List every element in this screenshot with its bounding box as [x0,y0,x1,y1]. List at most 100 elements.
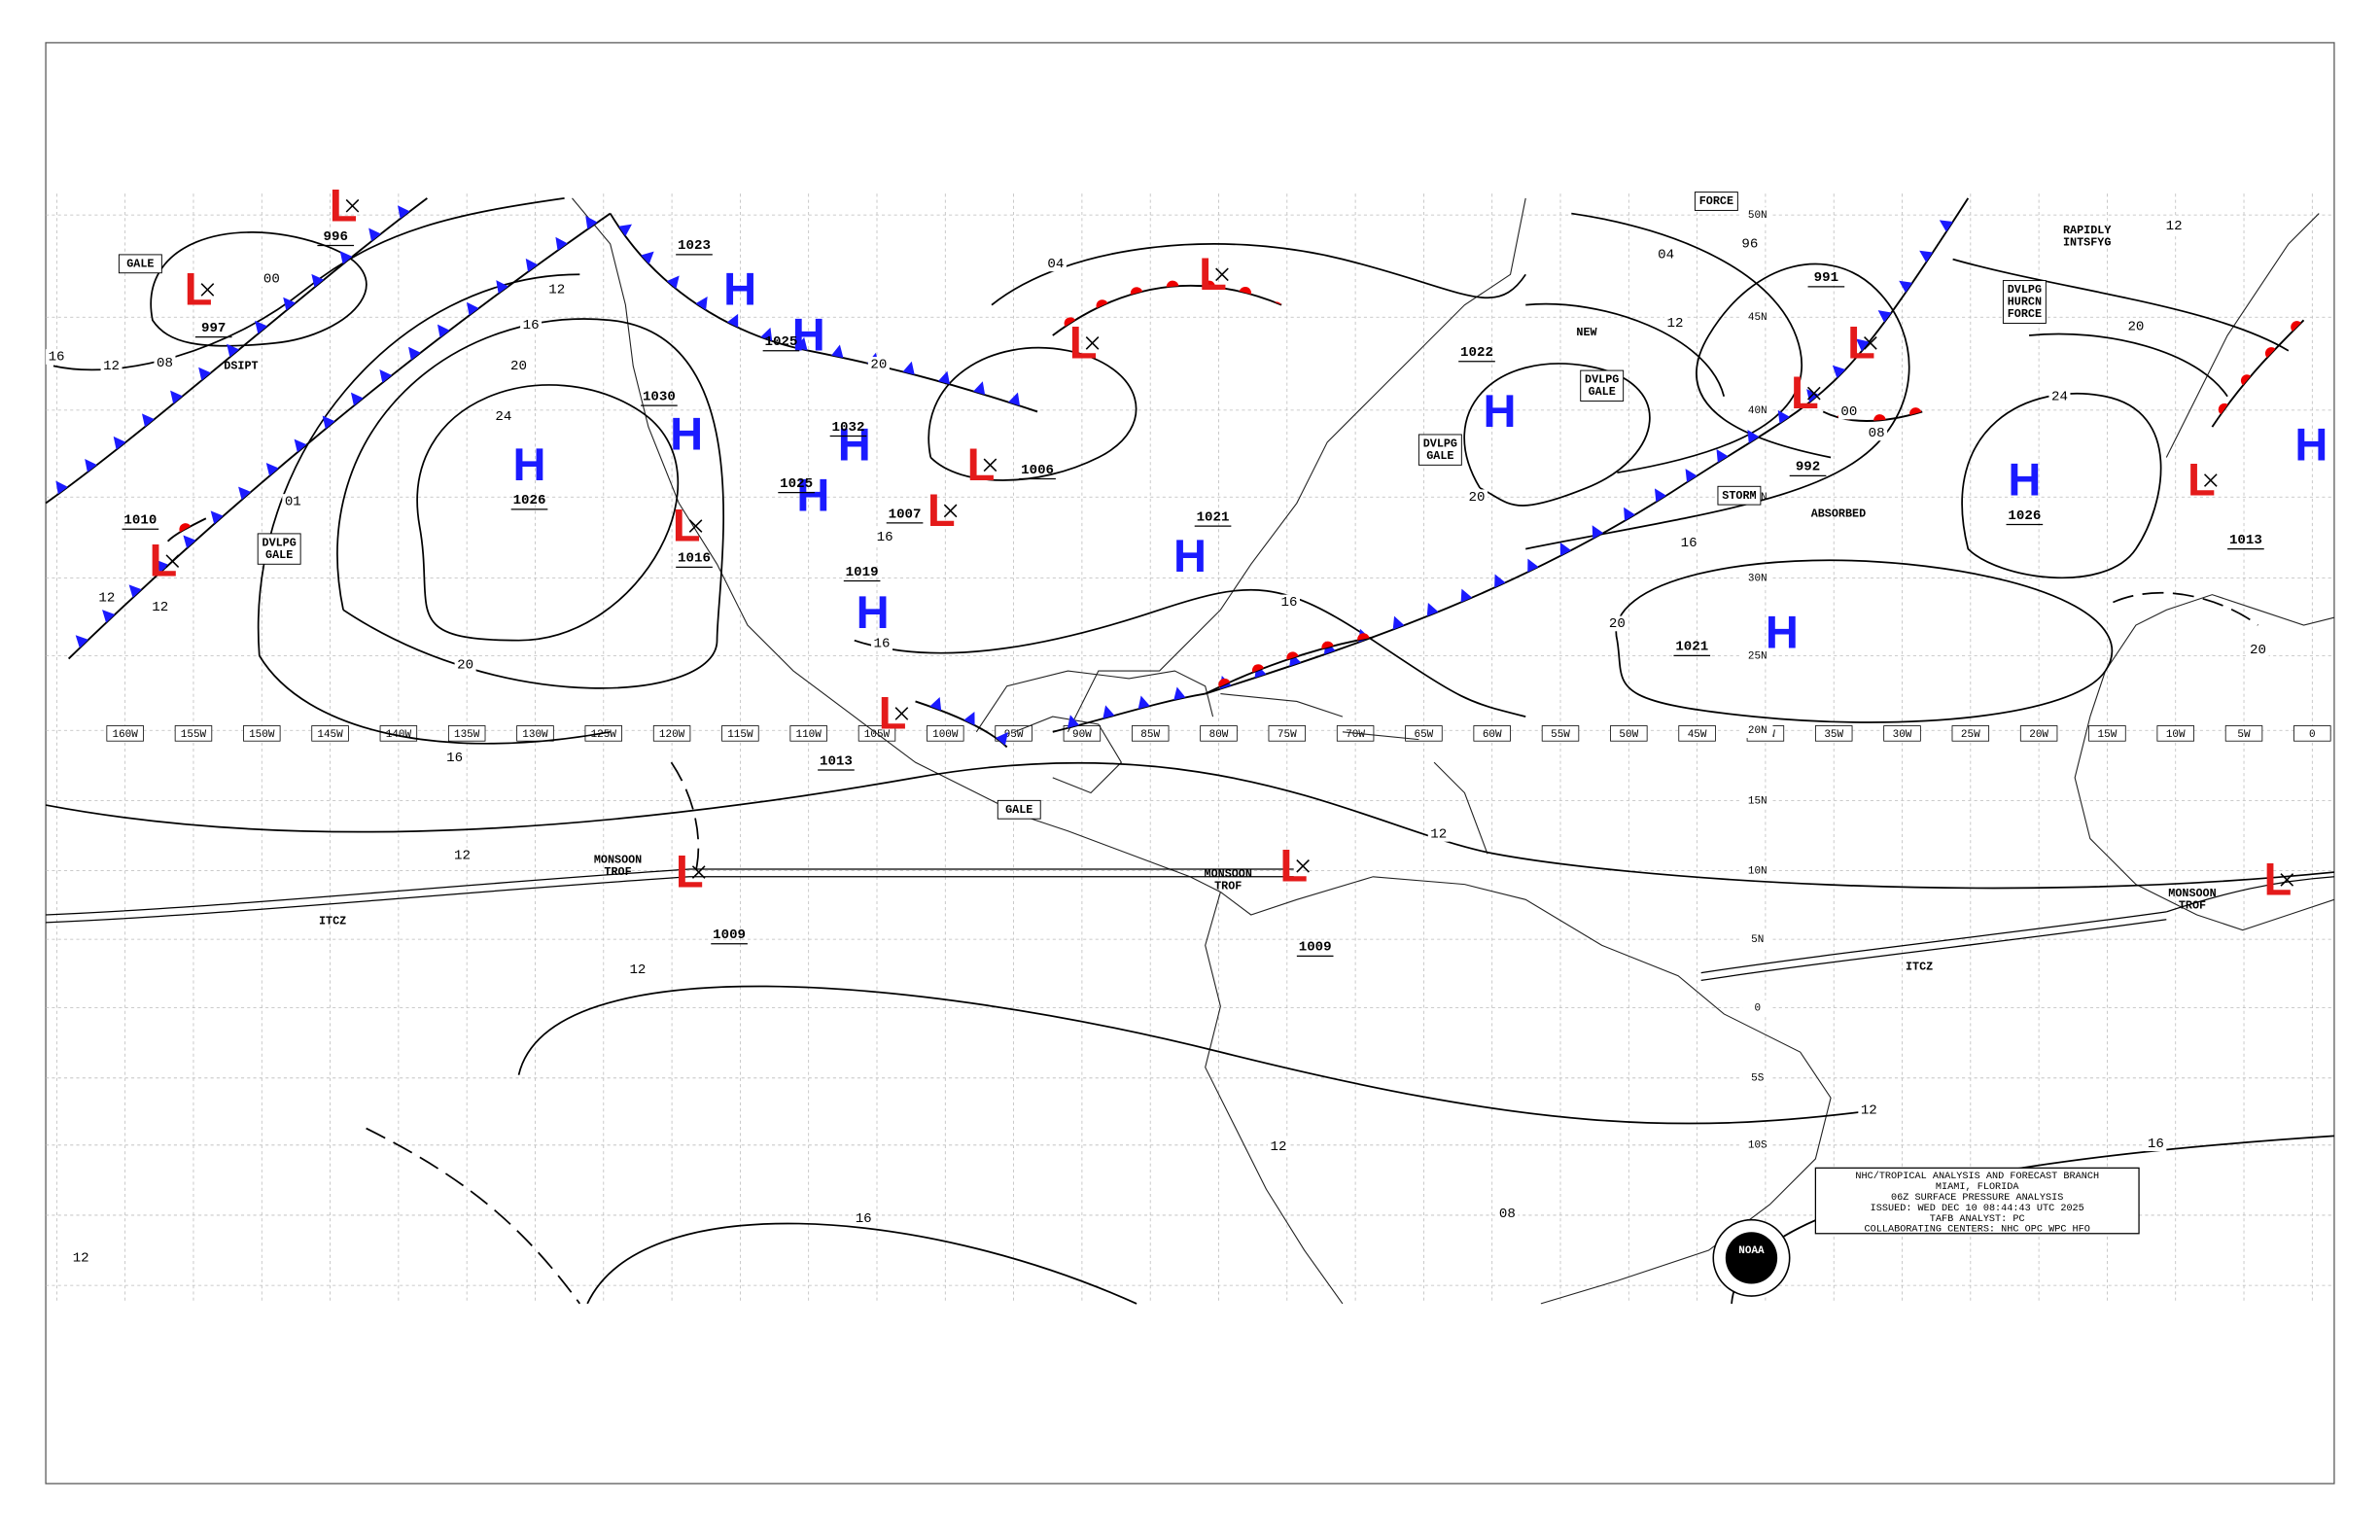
front-triangle [1685,469,1698,483]
latitude-label: 40N [1748,405,1768,417]
isobar-label-bg [1606,615,1628,632]
front-semicircle [1166,280,1179,288]
isobar-label-bg [1664,315,1686,332]
front-triangle [618,224,632,237]
front-triangle [937,370,951,385]
front-triangle [496,280,508,294]
trough [2113,591,2258,626]
lat-label-box [1742,648,1773,664]
isobar-label: 12 [1271,1139,1287,1155]
isobar-label: 16 [877,530,893,545]
info-line: COLLABORATING CENTERS: NHC OPC WPC HFO [1865,1225,2090,1236]
lon-label-box [2019,725,2058,742]
annotation: DVLPG [1585,373,1619,387]
caribbean [1220,693,1488,855]
front-triangle [831,344,844,359]
longitude-label: 115W [727,729,753,741]
isobar-label: 12 [98,591,115,607]
info-box: NHC/TROPICAL ANALYSIS AND FORECAST BRANC… [1814,1167,2140,1236]
annotation: ITCZ [1906,960,1933,973]
lat-label-box [1742,931,1773,947]
isobar-label-bg [95,589,118,606]
info-line: NHC/TROPICAL ANALYSIS AND FORECAST BRANC… [1855,1171,2099,1182]
isobar-label: 12 [73,1251,89,1267]
front-triangle [1173,686,1186,701]
isobar-label-bg [520,317,542,332]
lon-label-box [1610,725,1648,742]
latitude-label: 50N [1748,210,1768,222]
isobar-label-bg [154,355,176,371]
isobar-label-bg [282,494,304,509]
pressure-value: 1022 [1460,345,1493,361]
front-semicircle [1239,286,1252,295]
isobar-label-bg [451,847,473,863]
front-triangle [1806,389,1819,402]
isobar-label: 24 [495,409,511,425]
north-america [572,197,1526,892]
isobar-label-bg [1278,594,1300,611]
longitude-label: 35W [1824,729,1843,741]
front-triangle [55,480,68,495]
lon-label-box [174,725,213,742]
isobar-label: 20 [2127,319,2144,334]
isobar-label: 20 [510,359,527,374]
coastlines [572,197,2335,1305]
lat-label-box [1742,792,1773,809]
pressure-value: 1010 [123,513,157,529]
trough [670,761,700,878]
annotation: HURCN [2008,296,2042,309]
high-symbol: H [792,309,825,361]
lon-label-box [243,725,281,742]
front-semicircle [1909,407,1922,415]
pressure-value: 991 [1814,270,1838,286]
isobar-label-bg [545,282,568,298]
isobar [1961,393,2162,579]
front-triangle [1777,409,1790,424]
lat-label-box [1742,207,1773,223]
info-line: MIAMI, FLORIDA [1936,1182,2020,1193]
front-semicircle [179,523,192,533]
latitude-label: 10N [1748,865,1768,877]
annotation: GALE [265,548,293,562]
lon-label-box [2293,725,2331,742]
annotation: GALE [1005,803,1032,817]
warm-front [1052,284,1282,336]
isobar-label-bg [454,656,476,673]
isobar [45,761,2335,890]
isobar-label-bg [1866,425,1888,441]
longitude-label: 70W [1346,729,1365,741]
isobar-label: 16 [523,318,540,333]
low-center-mark [983,458,998,472]
monsoon-trough [46,868,1294,916]
front-triangle [210,510,224,524]
front-triangle [75,635,88,648]
info-line: TAFB ANALYST: PC [1930,1214,2025,1225]
info-box-frame [1814,1167,2140,1235]
front-triangle [1654,488,1666,503]
annotation: FORCE [1699,194,1733,208]
annotation: GALE [1426,449,1453,463]
high-symbol: H [670,408,703,460]
pressure-value: 1007 [889,507,922,522]
isobar-label-bg [874,529,896,544]
front-triangle [368,228,381,242]
pressure-value: 1021 [1675,640,1708,655]
front-triangle [1832,365,1846,379]
lat-label-box [1742,1069,1773,1086]
front-triangle [1008,392,1021,406]
trough [366,1127,581,1305]
front-triangle [641,251,654,264]
annotation: ABSORBED [1811,508,1866,521]
isobar-label: 16 [2148,1137,2164,1152]
isobar-label: 16 [856,1211,872,1227]
front-triangle [1919,250,1934,262]
isobar-label: 12 [548,283,565,298]
front-triangle [963,712,975,726]
front-triangle [227,343,239,358]
annotation: MONSOON [2168,887,2216,900]
lon-label-box [447,725,486,742]
front-triangle [437,324,450,338]
isobar-label: 08 [157,356,173,371]
pressure-value: 1009 [1299,940,1332,956]
lon-label-box [789,725,827,742]
